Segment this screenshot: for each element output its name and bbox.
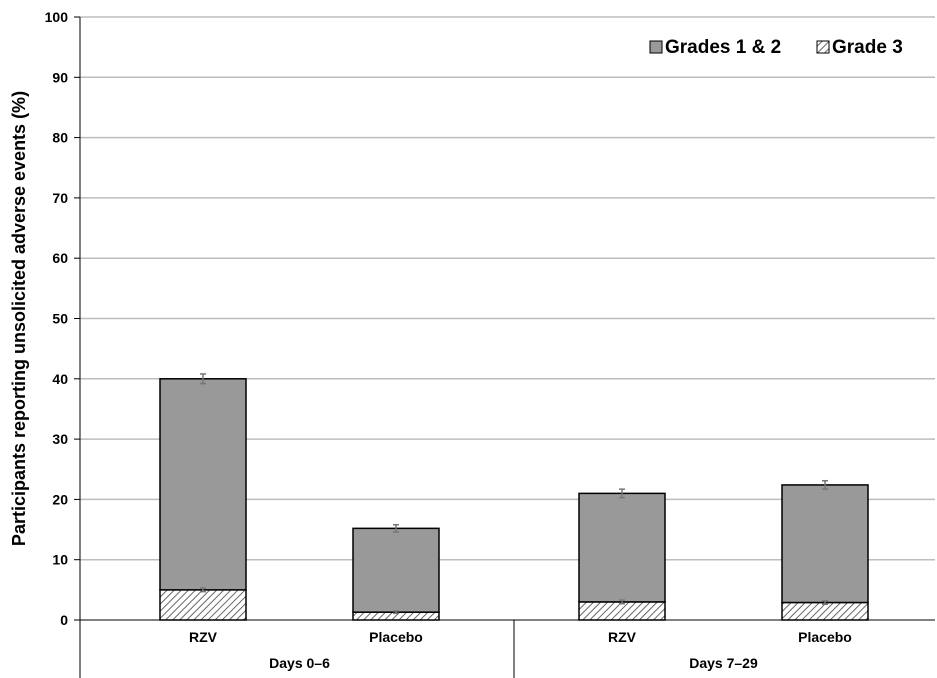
legend: Grades 1 & 2 Grade 3 xyxy=(649,37,903,58)
bar-grade-3 xyxy=(578,601,666,621)
error-bar-grade-3 xyxy=(393,610,399,615)
error-bar-grades-1-2 xyxy=(393,523,399,533)
legend-swatch xyxy=(816,40,830,54)
error-bar-grade-3 xyxy=(619,599,625,605)
y-tick-label: 20 xyxy=(52,491,68,507)
error-bar-grades-1-2 xyxy=(619,488,625,499)
y-tick-label: 90 xyxy=(52,69,68,85)
y-tick-label: 40 xyxy=(52,371,68,387)
category-label: Placebo xyxy=(369,629,423,645)
error-bar-grades-1-2 xyxy=(822,479,828,490)
legend-label: Grades 1 & 2 xyxy=(665,37,781,58)
bar-grades-1-2 xyxy=(352,527,440,613)
y-tick-label: 80 xyxy=(52,130,68,146)
legend-item: Grades 1 & 2 xyxy=(649,37,781,58)
axes: 0 10 20 30 40 50 60 70 80 90 100 RZV Placebo RZV Place… xyxy=(9,9,935,678)
bar-grades-1-2 xyxy=(578,492,666,603)
legend-label: Grade 3 xyxy=(832,37,903,58)
category-label: Placebo xyxy=(798,629,852,645)
y-axis-label: Participants reporting unsolicited adver… xyxy=(9,91,29,546)
y-tick-label: 100 xyxy=(45,9,69,25)
y-tick-label: 30 xyxy=(52,431,68,447)
y-tick-label: 60 xyxy=(52,250,68,266)
legend-swatch xyxy=(649,40,663,54)
legend-item: Grade 3 xyxy=(816,37,903,58)
y-tick-label: 70 xyxy=(52,190,68,206)
bar-grade-3 xyxy=(159,589,247,621)
error-bar-grade-3 xyxy=(200,587,206,593)
bar-grades-1-2 xyxy=(781,484,869,604)
bars xyxy=(159,373,869,621)
error-bar-grade-3 xyxy=(822,599,828,606)
group-label: Days 7–29 xyxy=(689,655,758,671)
error-bar-grades-1-2 xyxy=(200,373,206,385)
y-tick-label: 50 xyxy=(52,311,68,327)
y-tick-label: 0 xyxy=(60,612,68,628)
bar-grade-3 xyxy=(781,601,869,621)
y-tick-label: 10 xyxy=(52,552,68,568)
bar-grades-1-2 xyxy=(159,378,247,591)
category-label: RZV xyxy=(608,629,637,645)
category-label: RZV xyxy=(189,629,218,645)
group-label: Days 0–6 xyxy=(269,655,330,671)
